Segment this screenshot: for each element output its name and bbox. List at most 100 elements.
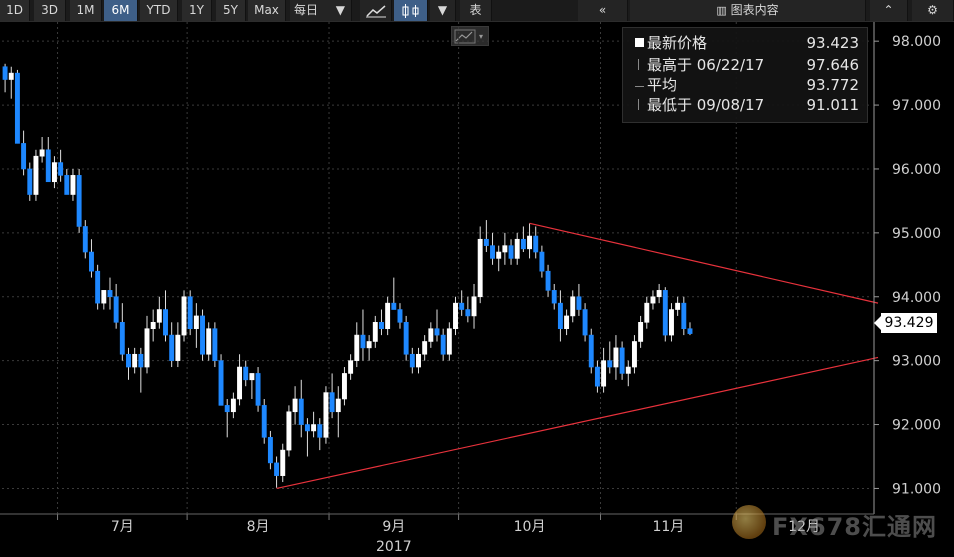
candle-down: [434, 328, 440, 336]
candle-down: [126, 353, 131, 368]
candle-up: [428, 328, 434, 342]
candle-down: [594, 366, 600, 387]
candle: [335, 386, 341, 438]
candle: [564, 309, 570, 336]
frequency-dropdown[interactable]: 每日 ▼: [290, 0, 352, 21]
candle-up: [638, 322, 644, 342]
candle: [514, 232, 520, 265]
mini-chart-thumbnail[interactable]: ▾: [451, 26, 489, 46]
candle-down: [200, 315, 205, 355]
range-6m-button[interactable]: 6M: [104, 0, 138, 21]
candle: [113, 283, 119, 329]
candle: [2, 63, 8, 93]
y-tick-label: 93.000: [892, 354, 941, 370]
candle-down: [520, 238, 526, 250]
candle-up: [644, 302, 650, 323]
candle-up: [280, 449, 286, 476]
range-5y-button[interactable]: 5Y: [216, 0, 246, 21]
line-chart-icon[interactable]: [360, 0, 392, 21]
candle-up: [348, 360, 354, 374]
candlestick-icon[interactable]: [394, 0, 428, 21]
candle: [601, 347, 607, 393]
candles: [2, 63, 693, 488]
candle: [366, 335, 372, 361]
range-ytd-button[interactable]: YTD: [140, 0, 178, 21]
candle: [51, 156, 57, 189]
candle-down: [261, 405, 267, 438]
candle-down: [45, 149, 51, 183]
candle: [582, 303, 588, 342]
candle: [243, 360, 249, 387]
range-1y-button[interactable]: 1Y: [182, 0, 212, 21]
candle-down: [539, 251, 545, 272]
candle: [329, 373, 335, 419]
candle-up: [669, 309, 674, 336]
candle: [379, 309, 384, 336]
candle: [465, 296, 471, 323]
collapse-up-icon[interactable]: ⌃: [870, 0, 908, 21]
range-max-button[interactable]: Max: [248, 0, 286, 21]
candle-down: [218, 360, 224, 406]
legend-high: 最高于 06/22/17 97.646: [635, 56, 865, 75]
price-chart: 91.000 92.000 93.000 94.000 95.000 96.000 97.0…: [0, 22, 941, 555]
candle-down: [687, 328, 693, 334]
candle-up: [650, 296, 656, 304]
candle-down: [551, 290, 557, 304]
candle-down: [459, 302, 465, 310]
y-tick-label: 95.000: [892, 226, 941, 242]
candle: [520, 226, 526, 253]
candle: [70, 168, 76, 201]
range-3d-button[interactable]: 3D: [34, 0, 66, 21]
candle-up: [502, 245, 508, 253]
high-tick-icon: [638, 59, 640, 70]
y-tick-label: 91.000: [892, 481, 941, 497]
candle: [126, 347, 131, 380]
candle-down: [619, 347, 625, 374]
candle: [255, 367, 261, 412]
trendline: [529, 222, 879, 304]
candle: [594, 360, 600, 393]
candle-up: [132, 353, 138, 368]
collapse-left-icon[interactable]: «: [578, 0, 628, 21]
candle: [619, 341, 625, 380]
candle-up: [514, 238, 520, 259]
candle: [483, 220, 489, 253]
candle: [496, 245, 502, 272]
y-tick-label: 97.000: [892, 98, 941, 114]
candle-up: [385, 302, 391, 330]
candle-down: [298, 398, 304, 425]
candle: [477, 226, 483, 304]
candle: [422, 335, 428, 361]
candle-up: [625, 366, 631, 374]
candle-up: [156, 309, 162, 323]
range-1d-button[interactable]: 1D: [0, 0, 30, 21]
legend-low-value: 91.011: [806, 96, 860, 114]
candle: [545, 264, 551, 297]
candle: [206, 322, 212, 361]
candle: [557, 290, 563, 342]
candle: [150, 309, 156, 342]
candle: [453, 296, 458, 336]
table-button[interactable]: 表: [460, 0, 492, 21]
chart-content-button[interactable]: ▥ 图表内容: [630, 0, 866, 21]
candle: [391, 277, 397, 310]
candle: [341, 367, 347, 406]
chevron-down-icon: ▼: [335, 3, 345, 17]
candle: [570, 290, 576, 323]
candle: [656, 283, 662, 304]
range-1m-button[interactable]: 1M: [70, 0, 102, 21]
candle-up: [51, 162, 57, 183]
chart-content-label: 图表内容: [730, 3, 779, 17]
candle: [490, 232, 495, 265]
candle-up: [33, 155, 39, 195]
candle-down: [14, 72, 20, 144]
trendlines: [276, 222, 879, 490]
candle-down: [533, 235, 539, 253]
candle-down: [187, 296, 193, 330]
gear-icon[interactable]: ⚙: [912, 0, 954, 21]
chart-type-chevron-icon[interactable]: ▼: [430, 0, 456, 21]
average-line-icon: [635, 86, 644, 87]
watermark: FX678汇通网: [732, 505, 936, 541]
last-price-tag: 93.429: [874, 313, 937, 333]
candle: [360, 309, 366, 361]
